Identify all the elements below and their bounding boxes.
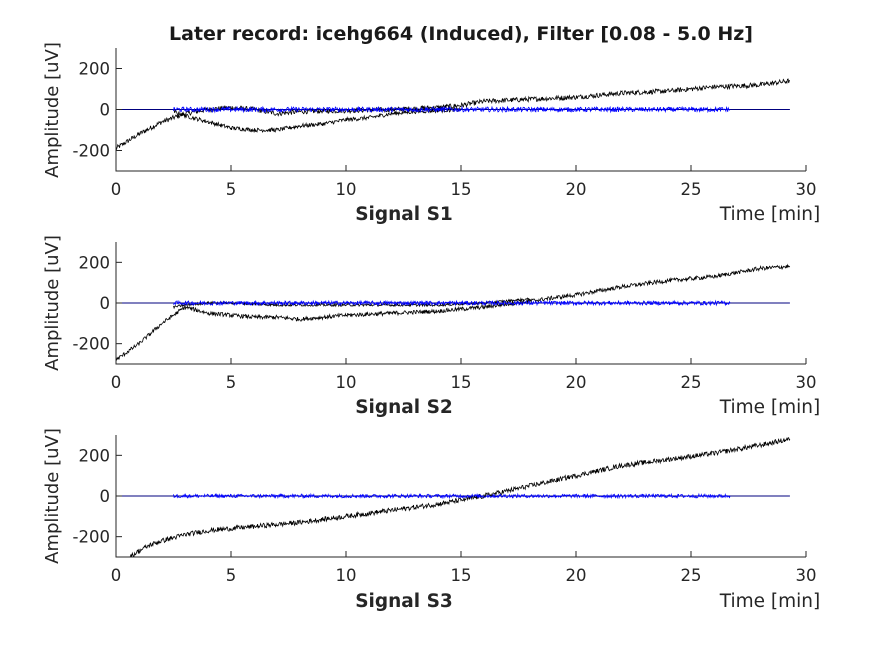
x-tick-label: 20 xyxy=(566,373,587,392)
x-tick-label: 15 xyxy=(451,180,472,199)
signal-trace-3 xyxy=(173,299,731,307)
subplot-s3-xlabel: Time [min] xyxy=(719,591,820,612)
x-tick-label: 0 xyxy=(111,566,122,585)
y-tick-label: 200 xyxy=(79,446,111,465)
x-tick-label: 5 xyxy=(226,566,237,585)
y-tick-label: -200 xyxy=(73,528,110,547)
y-tick-label: 200 xyxy=(79,253,111,272)
subplot-s3-signal-label: Signal S3 xyxy=(355,591,453,612)
y-tick-label: -200 xyxy=(73,335,110,354)
x-tick-label: 25 xyxy=(681,180,702,199)
signal-trace-1 xyxy=(115,78,791,151)
figure-title: Later record: icehg664 (Induced), Filter… xyxy=(169,23,753,45)
subplot-s1-ylabel: Amplitude [uV] xyxy=(42,42,63,178)
subplot-s1-xlabel: Time [min] xyxy=(719,204,820,225)
subplot-s1-plot-area xyxy=(115,78,791,151)
x-tick-label: 30 xyxy=(796,373,817,392)
subplot-s2-signal-label: Signal S2 xyxy=(355,397,453,418)
signal-trace-1 xyxy=(129,437,791,558)
y-tick-label: 200 xyxy=(79,60,111,79)
subplot-s2-plot-area xyxy=(115,263,791,361)
x-tick-label: 30 xyxy=(796,180,817,199)
signal-trace-2 xyxy=(173,492,731,500)
signal-trace-2 xyxy=(173,106,462,134)
subplot-s2-ylabel: Amplitude [uV] xyxy=(42,235,63,371)
x-tick-label: 20 xyxy=(566,566,587,585)
y-tick-label: 0 xyxy=(100,487,111,506)
x-tick-label: 10 xyxy=(336,373,357,392)
x-tick-label: 25 xyxy=(681,373,702,392)
x-tick-label: 30 xyxy=(796,566,817,585)
subplot-s1-signal-label: Signal S1 xyxy=(355,204,453,225)
x-tick-label: 0 xyxy=(111,373,122,392)
subplot-s3-plot-area xyxy=(116,437,791,558)
x-tick-label: 20 xyxy=(566,180,587,199)
signal-trace-1 xyxy=(115,263,791,361)
subplot-s3-ylabel: Amplitude [uV] xyxy=(42,428,63,564)
x-tick-label: 10 xyxy=(336,566,357,585)
y-tick-label: 0 xyxy=(100,294,111,313)
x-tick-label: 10 xyxy=(336,180,357,199)
x-tick-label: 15 xyxy=(451,373,472,392)
x-tick-label: 15 xyxy=(451,566,472,585)
y-tick-label: -200 xyxy=(73,142,110,161)
x-tick-label: 25 xyxy=(681,566,702,585)
y-tick-label: 0 xyxy=(100,101,111,120)
x-tick-label: 5 xyxy=(226,373,237,392)
x-tick-label: 0 xyxy=(111,180,122,199)
signal-trace-3 xyxy=(173,105,731,114)
subplot-s2-xlabel: Time [min] xyxy=(719,397,820,418)
x-tick-label: 5 xyxy=(226,180,237,199)
